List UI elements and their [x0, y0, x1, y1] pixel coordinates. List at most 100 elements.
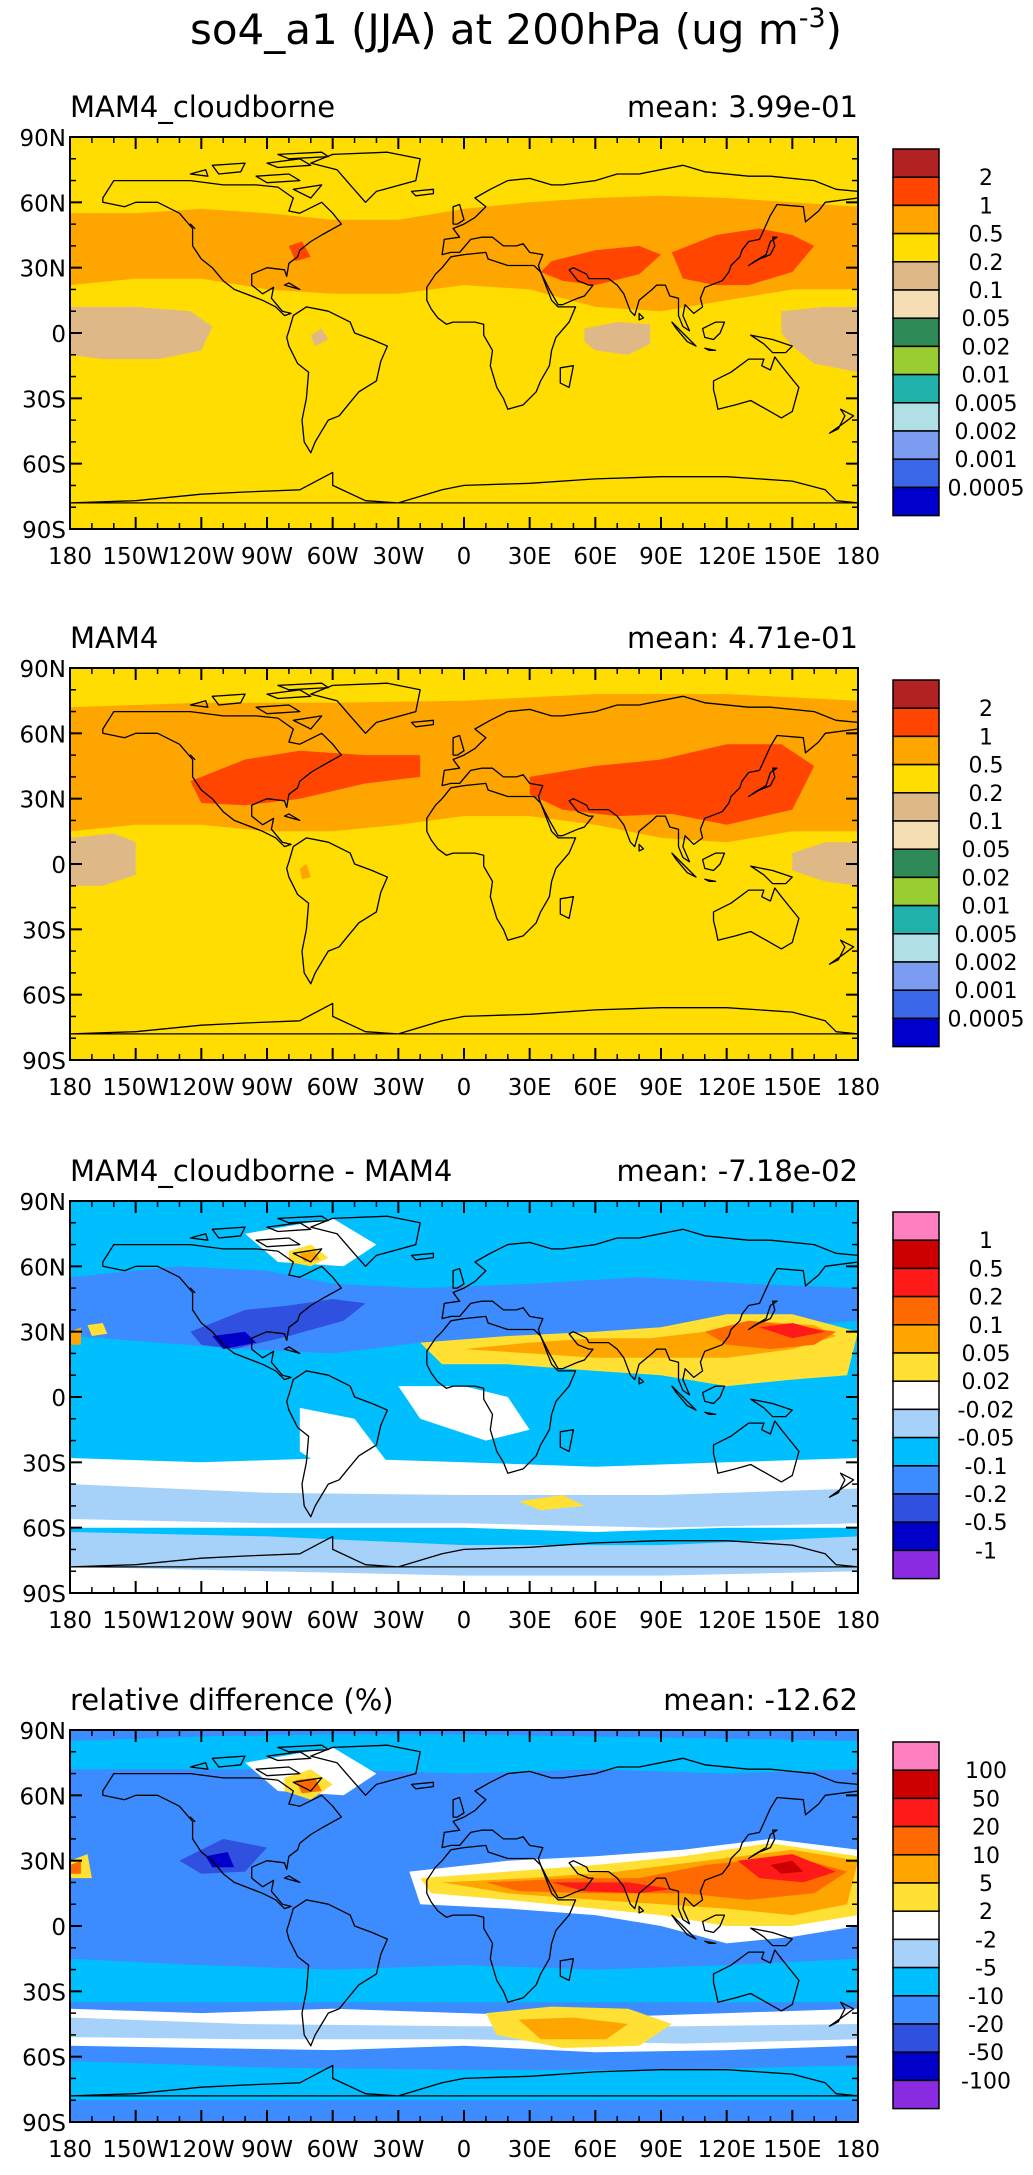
coastline — [638, 1905, 645, 1914]
coastline — [292, 1248, 323, 1263]
data-field — [70, 137, 858, 529]
lon-tick-label: 180 — [836, 2137, 880, 2163]
lon-tick-label: 0 — [457, 1608, 472, 1634]
colorbar-box — [892, 2023, 940, 2053]
contour-region — [70, 2017, 858, 2044]
colorbar-box — [892, 1465, 940, 1495]
lon-tick-label: 90E — [639, 1608, 683, 1634]
lat-tick-label: 0 — [51, 1386, 66, 1412]
colorbar-box — [892, 486, 940, 517]
lon-tick-label: 180 — [48, 2137, 92, 2163]
lat-tick-label: 90S — [22, 518, 66, 544]
contour-region — [759, 1323, 826, 1339]
panels: MAM4_cloudborne mean: 3.99e-01 90N 60N 30N 0 3… — [20, 90, 1025, 2163]
panel-mean: mean: -12.62 — [663, 1683, 858, 1717]
colorbar-box — [892, 1995, 940, 2025]
contour-region — [70, 306, 213, 360]
panel-mean: mean: 4.71e-01 — [627, 621, 858, 655]
contour-region — [518, 1495, 585, 1511]
lat-tick-label: 90N — [20, 1719, 66, 1745]
coastline — [828, 408, 855, 434]
coastline — [426, 1844, 577, 2003]
coastline — [559, 1958, 575, 1982]
lat-tick-label: 30S — [22, 1451, 66, 1477]
lon-tick-label: 90W — [241, 544, 293, 570]
coastline — [292, 1777, 323, 1792]
colorbar-box — [892, 848, 940, 879]
lon-tick-label: 30W — [372, 1608, 424, 1634]
coastline — [286, 1899, 389, 2047]
colorbar-box — [892, 2051, 940, 2082]
panel-title: MAM4 — [70, 621, 158, 655]
colorbar-box — [892, 345, 940, 376]
colorbar-box — [892, 1295, 940, 1326]
colorbar-box — [892, 373, 940, 404]
lon-tick-label: 90E — [639, 1075, 683, 1101]
coastline — [452, 1796, 465, 1818]
lat-tick-label: 60N — [20, 1784, 66, 1810]
coastline — [426, 251, 577, 410]
lon-tick-label: 30E — [508, 544, 552, 570]
coastline — [310, 1744, 421, 1796]
coastline — [70, 1002, 858, 1035]
coastline — [441, 1757, 858, 1925]
contour-region — [299, 864, 311, 880]
lon-tick-label: 90W — [241, 1608, 293, 1634]
colorbar-box — [892, 1938, 940, 1969]
coastline — [712, 1420, 800, 1483]
coastline — [286, 837, 389, 985]
coastline — [189, 169, 209, 177]
coastline — [747, 236, 778, 267]
figure-title-superscript: -3 — [799, 3, 826, 34]
coastline — [255, 704, 301, 715]
colorbar: 2 1 0.5 0.2 0.1 0.05 0.02 0.01 0.005 0.002 0.001 0.… — [892, 679, 1024, 1048]
lon-tick-label: 150W — [102, 1608, 169, 1634]
contour-region — [792, 842, 858, 886]
lat-tick-label: 60S — [22, 453, 66, 479]
lon-tick-label: 30E — [508, 1075, 552, 1101]
coastline — [310, 682, 421, 734]
coastline — [671, 321, 697, 347]
colorbar-label: 0.005 — [955, 392, 1018, 417]
coastline — [189, 1287, 196, 1294]
colorbar-label: 0.02 — [962, 1370, 1011, 1395]
coastline — [750, 1398, 793, 1418]
contour-region — [87, 1323, 108, 1336]
colorbar-label: 1 — [979, 725, 993, 750]
colorbar-label: 0.1 — [969, 810, 1004, 835]
colorbar-box — [892, 679, 940, 709]
coastline — [189, 1233, 209, 1241]
coastline — [292, 184, 323, 199]
panel-4: relative difference (%) mean: -12.62 90N 60… — [20, 1683, 1011, 2163]
colorbar-box — [892, 430, 940, 460]
coastline — [277, 1744, 329, 1753]
colorbar-label: 0.5 — [969, 1257, 1004, 1282]
colorbar-box — [892, 1549, 940, 1580]
coastline — [102, 1772, 343, 1910]
panel-mean: mean: -7.18e-02 — [617, 1154, 858, 1188]
colorbar-label: -2 — [975, 1928, 997, 1953]
lon-tick-label: 30W — [372, 2137, 424, 2163]
coastline — [410, 1252, 435, 1261]
coastline — [559, 365, 575, 389]
coastline — [441, 164, 858, 332]
contour-region — [190, 750, 421, 806]
lon-tick-label: 60W — [307, 2137, 359, 2163]
colorbar-label: -0.1 — [965, 1455, 1008, 1480]
panel-3: MAM4_cloudborne - MAM4 mean: -7.18e-02 90N… — [20, 1154, 1015, 1634]
lon-tick-label: 120E — [697, 2137, 755, 2163]
colorbar-box — [892, 2079, 940, 2110]
coastline — [426, 782, 577, 941]
lon-tick-label: 120E — [697, 1608, 755, 1634]
colorbar-label: 5 — [979, 1872, 993, 1897]
coastline — [701, 321, 726, 341]
colorbar-label: 2 — [979, 166, 993, 191]
contour-region — [781, 306, 858, 373]
coastline — [189, 1816, 196, 1823]
coastline — [283, 282, 301, 291]
colorbar-box — [892, 1017, 940, 1048]
contour-region — [398, 1386, 530, 1441]
coastline — [102, 179, 343, 317]
lat-tick-label: 30S — [22, 918, 66, 944]
coastline — [704, 1411, 717, 1416]
